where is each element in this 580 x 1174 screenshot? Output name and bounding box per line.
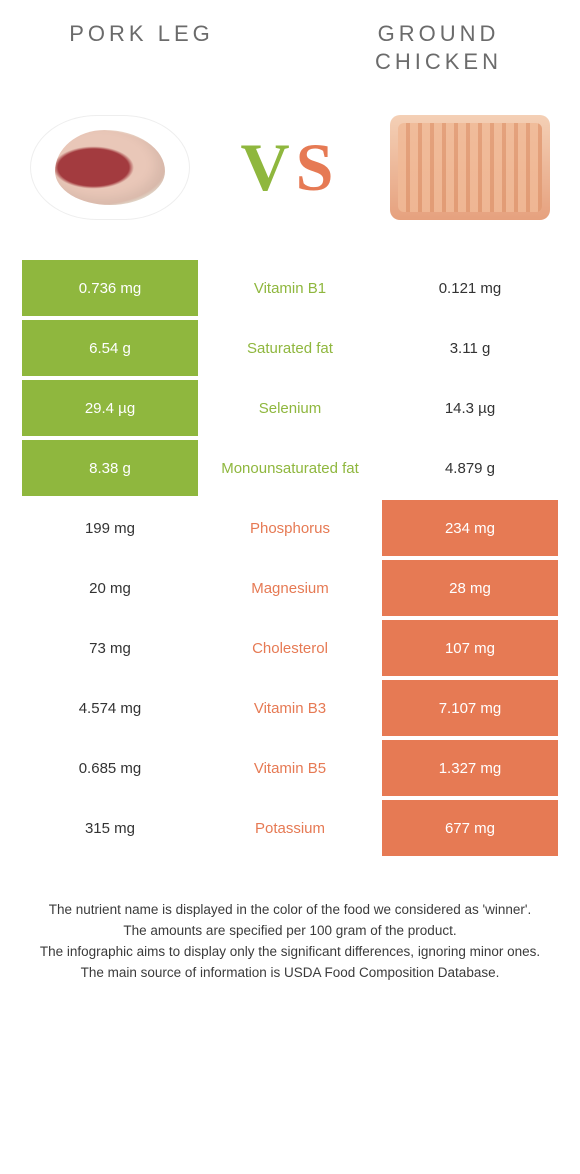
footnote-line: The infographic aims to display only the…	[32, 942, 548, 963]
table-row: 29.4 µgSelenium14.3 µg	[22, 380, 558, 436]
value-right: 14.3 µg	[382, 380, 558, 436]
footnote-line: The amounts are specified per 100 gram o…	[32, 921, 548, 942]
nutrient-name: Vitamin B3	[202, 680, 378, 736]
value-right: 7.107 mg	[382, 680, 558, 736]
ground-chicken-image	[390, 115, 550, 220]
value-left: 4.574 mg	[22, 680, 198, 736]
value-right: 4.879 g	[382, 440, 558, 496]
value-left: 20 mg	[22, 560, 198, 616]
nutrient-name: Vitamin B5	[202, 740, 378, 796]
nutrient-table: 0.736 mgVitamin B10.121 mg6.54 gSaturate…	[20, 260, 560, 856]
vs-s: S	[296, 129, 340, 205]
vs-label: VS	[241, 128, 340, 207]
value-right: 1.327 mg	[382, 740, 558, 796]
table-row: 0.685 mgVitamin B51.327 mg	[22, 740, 558, 796]
value-left: 199 mg	[22, 500, 198, 556]
value-right: 28 mg	[382, 560, 558, 616]
infographic-container: Pork leg Ground chicken VS 0.736 mgVitam…	[0, 0, 580, 1024]
table-row: 4.574 mgVitamin B37.107 mg	[22, 680, 558, 736]
pork-leg-image	[30, 115, 190, 220]
value-left: 29.4 µg	[22, 380, 198, 436]
nutrient-name: Selenium	[202, 380, 378, 436]
value-right: 0.121 mg	[382, 260, 558, 316]
nutrient-name: Monounsaturated fat	[202, 440, 378, 496]
nutrient-name: Phosphorus	[202, 500, 378, 556]
value-right: 3.11 g	[382, 320, 558, 376]
table-row: 0.736 mgVitamin B10.121 mg	[22, 260, 558, 316]
vs-v: V	[241, 129, 296, 205]
nutrient-name: Vitamin B1	[202, 260, 378, 316]
value-left: 0.736 mg	[22, 260, 198, 316]
hero-row: VS	[20, 115, 560, 220]
table-row: 8.38 gMonounsaturated fat4.879 g	[22, 440, 558, 496]
value-left: 73 mg	[22, 620, 198, 676]
title-left: Pork leg	[20, 20, 263, 75]
value-left: 6.54 g	[22, 320, 198, 376]
table-row: 73 mgCholesterol107 mg	[22, 620, 558, 676]
value-left: 0.685 mg	[22, 740, 198, 796]
value-right: 234 mg	[382, 500, 558, 556]
footnote-line: The main source of information is USDA F…	[32, 963, 548, 984]
table-row: 20 mgMagnesium28 mg	[22, 560, 558, 616]
value-left: 8.38 g	[22, 440, 198, 496]
value-left: 315 mg	[22, 800, 198, 856]
table-row: 315 mgPotassium677 mg	[22, 800, 558, 856]
value-right: 107 mg	[382, 620, 558, 676]
nutrient-name: Saturated fat	[202, 320, 378, 376]
table-row: 199 mgPhosphorus234 mg	[22, 500, 558, 556]
footnotes: The nutrient name is displayed in the co…	[20, 900, 560, 1004]
value-right: 677 mg	[382, 800, 558, 856]
table-row: 6.54 gSaturated fat3.11 g	[22, 320, 558, 376]
title-right: Ground chicken	[317, 20, 560, 75]
nutrient-name: Magnesium	[202, 560, 378, 616]
titles-row: Pork leg Ground chicken	[20, 20, 560, 75]
nutrient-name: Potassium	[202, 800, 378, 856]
nutrient-name: Cholesterol	[202, 620, 378, 676]
footnote-line: The nutrient name is displayed in the co…	[32, 900, 548, 921]
